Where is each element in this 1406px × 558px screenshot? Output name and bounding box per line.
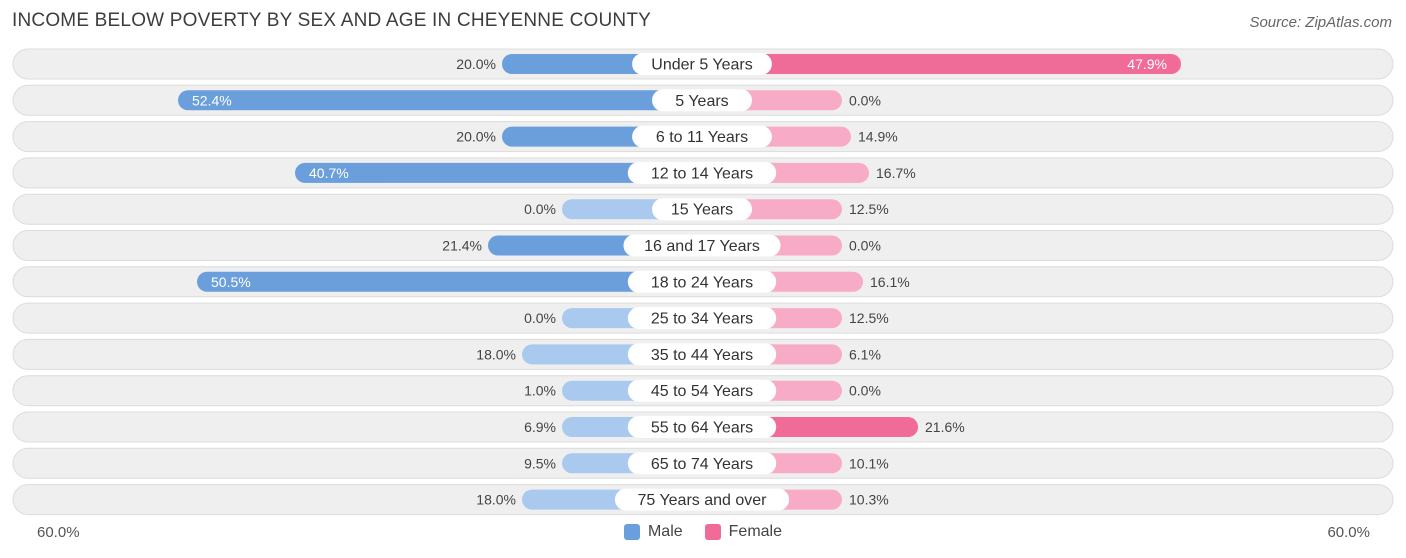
category-label: 18 to 24 Years [651, 274, 753, 291]
category-pill [652, 198, 752, 221]
legend: Male Female [0, 523, 1406, 541]
data-label-male: 9.5% [524, 455, 556, 471]
bar-male [295, 162, 702, 183]
data-label-male: 20.0% [456, 129, 496, 145]
category-pill [627, 307, 777, 330]
category-pill [627, 343, 777, 366]
data-label-female: 16.7% [876, 165, 916, 181]
category-label: Under 5 Years [651, 57, 752, 74]
legend-item-female: Female [704, 523, 783, 541]
data-label-female: 10.3% [849, 492, 889, 508]
data-label-female: 0.0% [849, 92, 881, 108]
legend-item-male: Male [623, 523, 683, 541]
data-label-male: 1.0% [524, 383, 556, 399]
category-label: 65 to 74 Years [651, 456, 753, 473]
bar-male [178, 90, 702, 111]
category-pill [632, 125, 772, 148]
category-pill [652, 89, 752, 112]
category-pill [627, 452, 777, 475]
legend-swatch-female [704, 524, 721, 540]
category-pill [614, 488, 790, 511]
data-label-female: 14.9% [858, 129, 898, 145]
chart-title: INCOME BELOW POVERTY BY SEX AND AGE IN C… [12, 10, 652, 31]
category-label: 5 Years [675, 93, 728, 110]
category-label: 12 to 14 Years [651, 165, 753, 182]
category-label: 75 Years and over [638, 492, 768, 509]
category-pill [627, 161, 777, 184]
data-label-female: 16.1% [870, 274, 910, 290]
data-label-male: 52.4% [192, 92, 232, 108]
data-label-male: 20.0% [456, 56, 496, 72]
legend-label-male: Male [647, 523, 683, 540]
category-label: 6 to 11 Years [656, 129, 748, 146]
category-label: 15 Years [671, 202, 733, 219]
data-label-male: 0.0% [524, 310, 556, 326]
bar-female [702, 54, 1181, 74]
data-label-female: 10.1% [849, 455, 889, 471]
category-label: 35 to 44 Years [651, 347, 753, 364]
category-pill [627, 416, 777, 438]
data-label-male: 21.4% [442, 238, 482, 254]
data-label-female: 12.5% [849, 310, 889, 326]
data-label-male: 6.9% [524, 419, 556, 435]
chart-area: 20.0% 47.9% Under 5 Years 52.4% 0.0% 5 Years 2… [12, 48, 1394, 516]
bar-male [197, 271, 702, 292]
data-label-male: 18.0% [476, 346, 516, 362]
category-label: 16 and 17 Years [644, 238, 760, 255]
category-pill [632, 53, 772, 75]
data-label-female: 47.9% [1127, 56, 1167, 72]
data-label-male: 40.7% [309, 165, 349, 181]
legend-swatch-male [623, 524, 640, 540]
category-label: 45 to 54 Years [651, 383, 753, 400]
data-label-male: 50.5% [211, 274, 251, 290]
data-label-female: 6.1% [849, 346, 881, 362]
category-pill [627, 270, 777, 293]
category-pill [623, 234, 781, 257]
category-label: 25 to 34 Years [651, 311, 753, 328]
data-label-female: 0.0% [849, 383, 881, 399]
data-label-female: 12.5% [849, 201, 889, 217]
data-label-male: 0.0% [524, 201, 556, 217]
category-label: 55 to 64 Years [651, 420, 753, 437]
data-label-female: 21.6% [925, 419, 965, 435]
data-label-female: 0.0% [849, 238, 881, 254]
axis-min-label: 60.0% [37, 524, 80, 541]
legend-label-female: Female [728, 523, 783, 540]
category-pill [627, 379, 777, 402]
axis-max-label: 60.0% [1327, 524, 1370, 541]
source-label: Source: ZipAtlas.com [1249, 14, 1392, 31]
data-label-male: 18.0% [476, 492, 516, 508]
